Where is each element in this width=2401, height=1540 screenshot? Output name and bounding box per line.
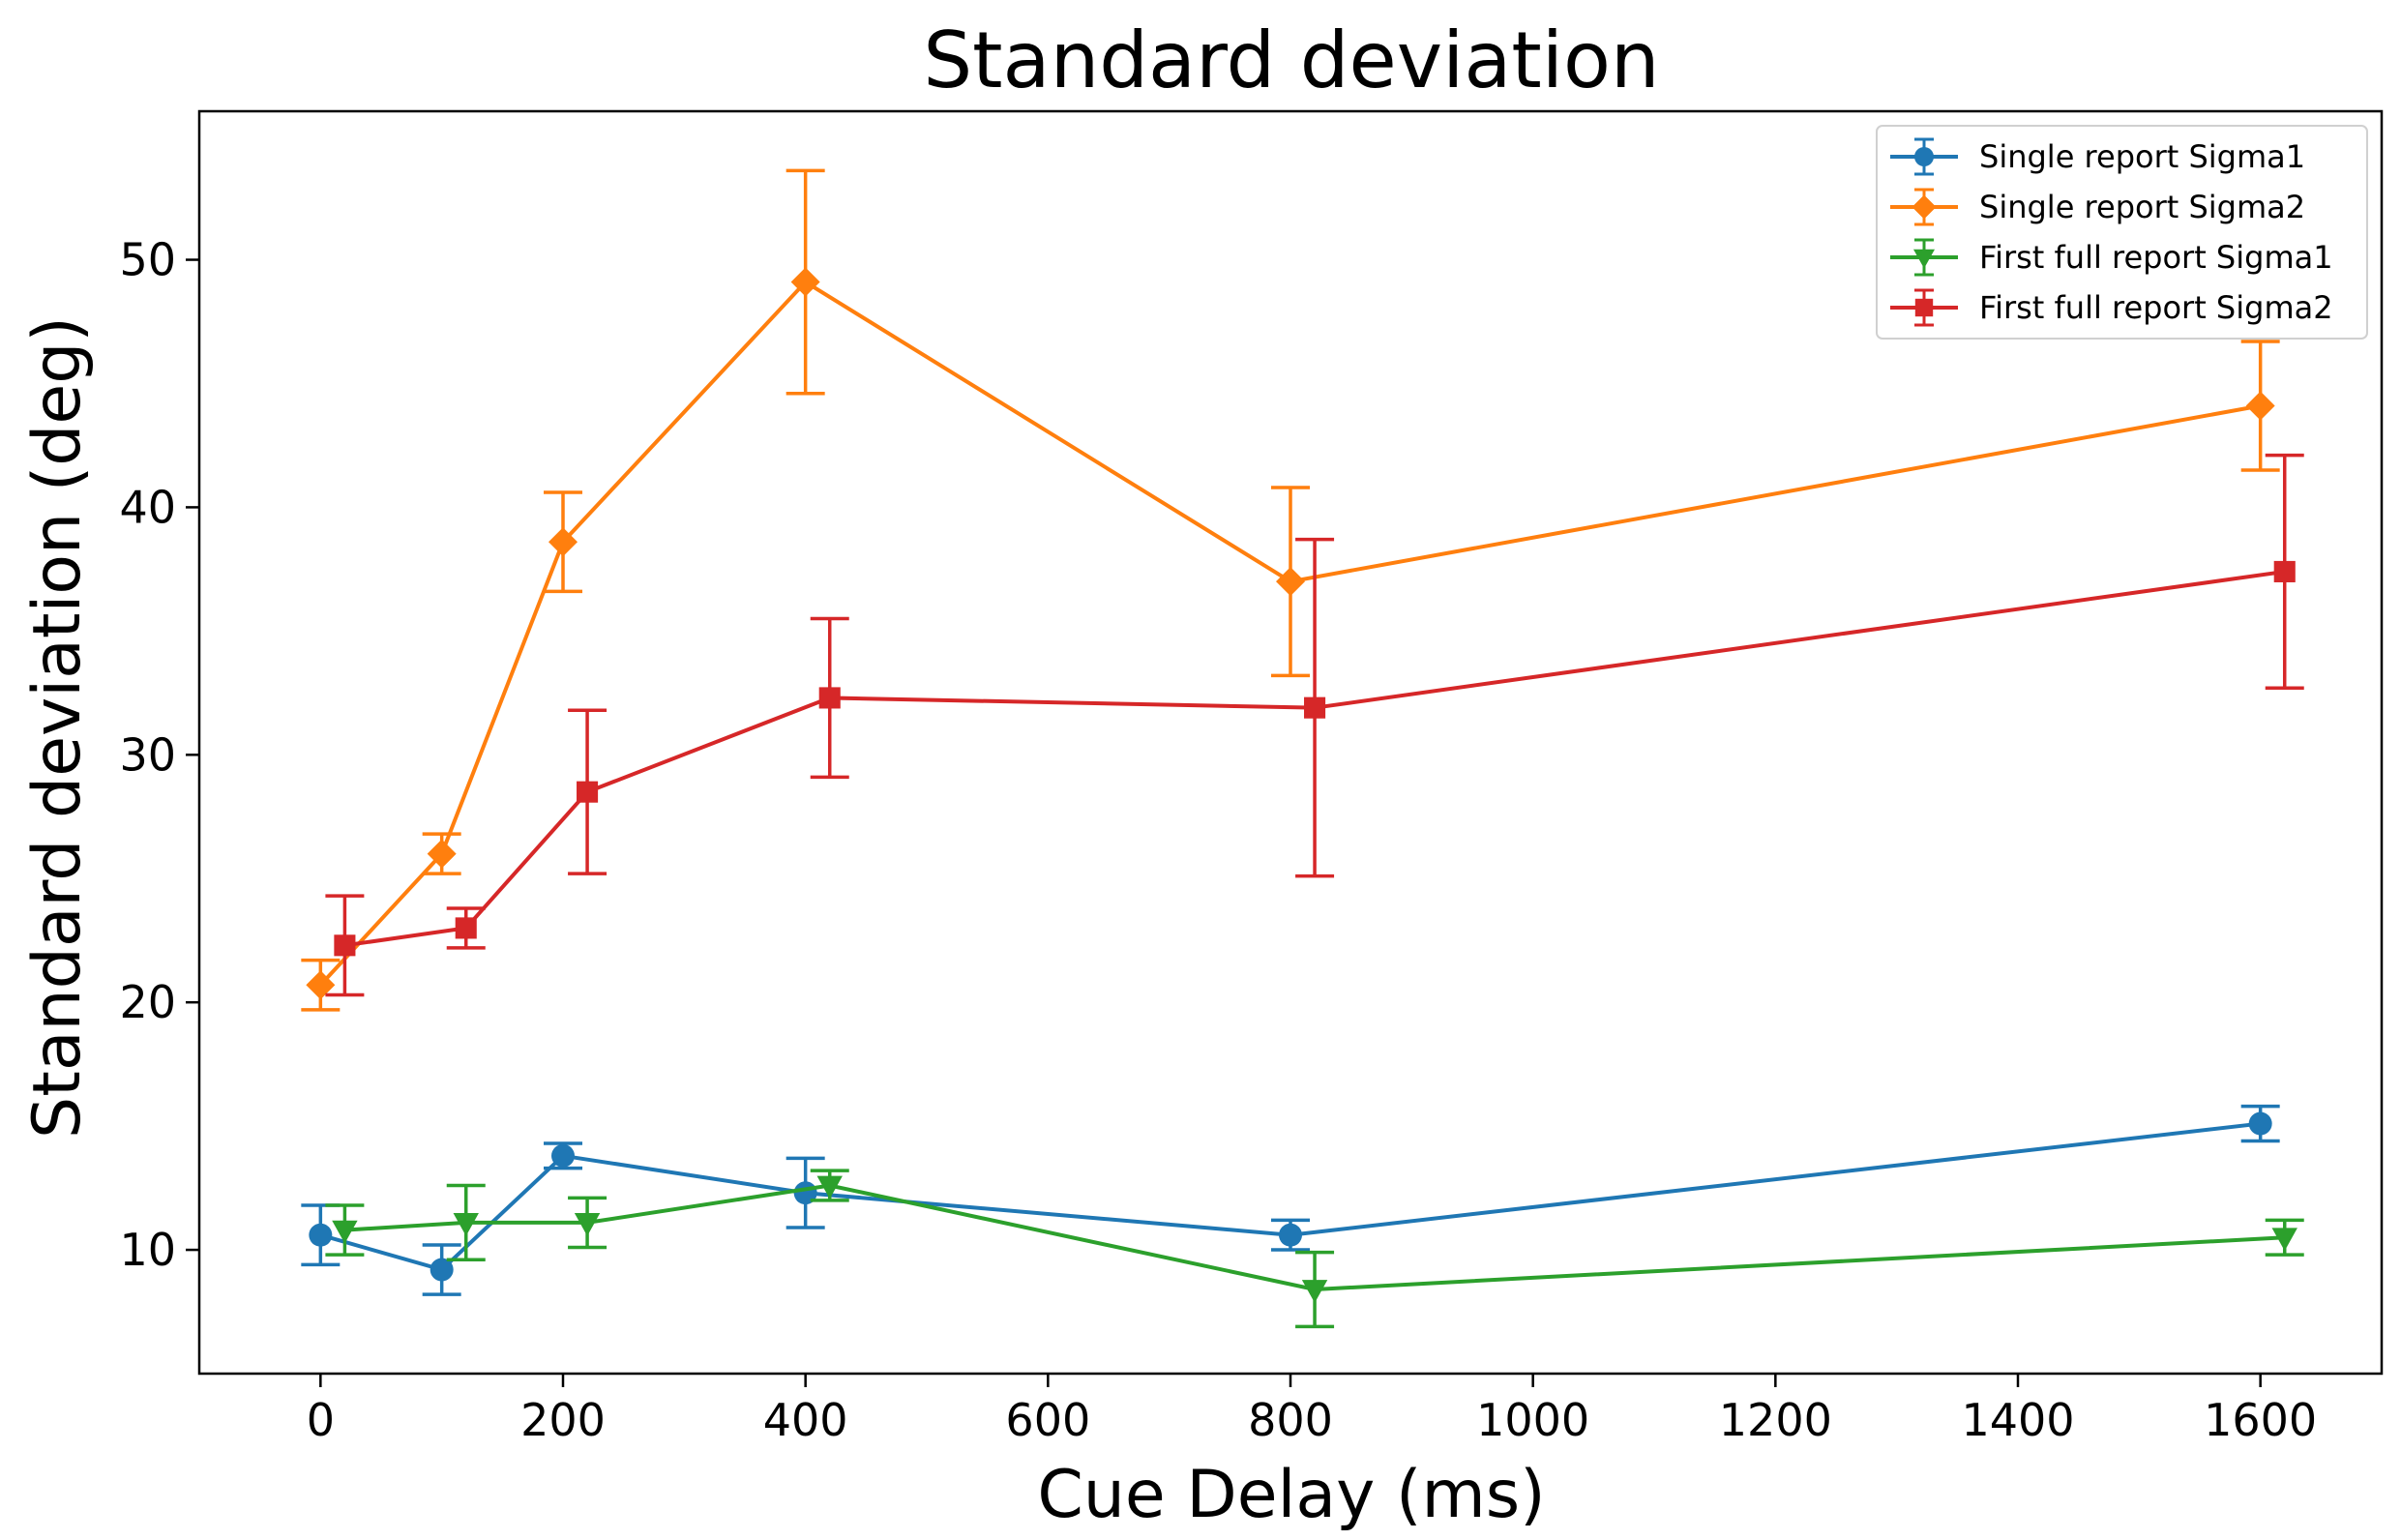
data-point: [1279, 1223, 1302, 1247]
series-line: [344, 1183, 2285, 1292]
data-point: [574, 1213, 601, 1236]
legend-marker: [1912, 194, 1937, 220]
series-3: [325, 1169, 2304, 1329]
data-point: [1276, 567, 1305, 597]
plot-area: [301, 168, 2304, 1329]
data-point: [2271, 1228, 2297, 1252]
y-axis-title: Standard deviation (deg): [19, 316, 96, 1139]
legend-label: Single report Sigma1: [1979, 138, 2305, 175]
legend-entry: Single report Sigma1: [1890, 137, 2305, 176]
chart-title: Standard deviation: [923, 15, 1659, 105]
data-point: [551, 1143, 575, 1168]
legend-label: First full report Sigma2: [1979, 289, 2333, 326]
data-point: [334, 934, 356, 957]
data-point: [2245, 391, 2275, 421]
data-point: [577, 781, 599, 803]
legend-marker: [1913, 249, 1935, 269]
legend-entry: First full report Sigma1: [1890, 238, 2333, 277]
data-point: [2273, 560, 2296, 582]
legend-label: First full report Sigma1: [1979, 239, 2333, 276]
x-tick-label: 1600: [2204, 1394, 2317, 1446]
data-point: [306, 970, 336, 1000]
data-point: [430, 1258, 454, 1282]
x-tick-label: 1200: [1719, 1394, 1832, 1446]
y-tick-label: 30: [119, 728, 176, 781]
y-tick-label: 50: [119, 234, 176, 286]
data-point: [455, 917, 477, 939]
x-tick-label: 1000: [1476, 1394, 1589, 1446]
y-tick-label: 40: [119, 481, 176, 533]
data-point: [427, 839, 457, 869]
legend-label: Single report Sigma2: [1979, 189, 2305, 225]
data-point: [818, 687, 841, 709]
series-4: [325, 453, 2304, 997]
series-line: [344, 569, 2286, 948]
y-tick-label: 20: [119, 976, 176, 1028]
legend-entry: Single report Sigma2: [1890, 188, 2305, 226]
data-point: [790, 267, 820, 297]
data-point: [548, 527, 578, 557]
x-tick-label: 400: [763, 1394, 848, 1446]
x-tick-label: 800: [1248, 1394, 1333, 1446]
series-line: [319, 1121, 2261, 1272]
x-axis-title: Cue Delay (ms): [1037, 1457, 1545, 1533]
data-point: [1301, 1280, 1328, 1303]
legend-entry: First full report Sigma2: [1890, 288, 2333, 327]
series-line: [318, 279, 2262, 987]
legend-box: [1876, 125, 2368, 340]
series-2: [301, 168, 2280, 1012]
legend: Single report Sigma1 Single report Sigma2…: [1876, 125, 2368, 340]
data-point: [816, 1175, 843, 1199]
x-tick-label: 0: [307, 1394, 335, 1446]
data-point: [453, 1213, 479, 1236]
series-1: [301, 1104, 2280, 1296]
y-tick-label: 10: [119, 1224, 176, 1276]
x-tick-label: 600: [1005, 1394, 1090, 1446]
legend-marker: [1914, 298, 1934, 317]
data-point: [309, 1223, 333, 1247]
data-point: [332, 1220, 358, 1244]
axes: 0 200 400 600 800 1000 1200 1400 1600 10 20 30 40 50: [119, 234, 2317, 1446]
data-point: [1304, 696, 1326, 719]
x-tick-label: 1400: [1961, 1394, 2074, 1446]
x-tick-label: 200: [520, 1394, 606, 1446]
data-point: [2248, 1111, 2272, 1136]
legend-marker: [1914, 147, 1934, 166]
